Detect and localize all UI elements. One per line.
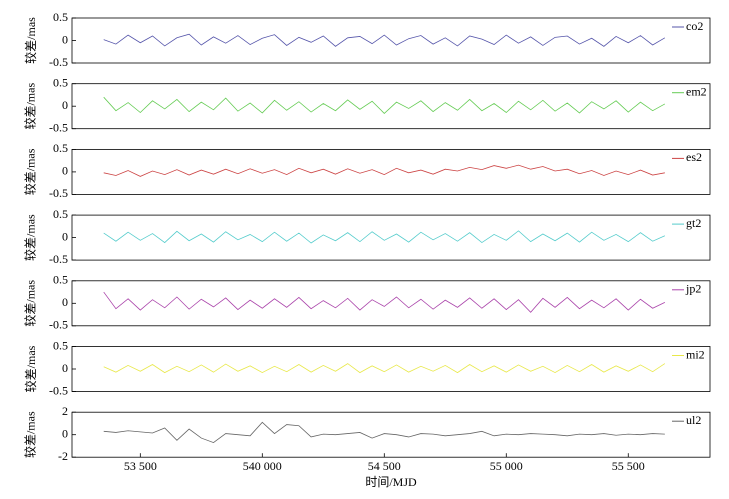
y-tick-label: -0.5 (49, 252, 68, 266)
x-tick-label: 55 000 (490, 459, 523, 473)
y-tick-label: 0.5 (53, 141, 68, 155)
y-axis-label: 较差/mas (23, 411, 38, 458)
y-tick-label: -2 (58, 449, 68, 463)
legend-label: em2 (686, 84, 707, 98)
plot-frame (71, 346, 711, 392)
y-tick-label: 0 (62, 426, 68, 440)
x-tick-label: 53 500 (124, 459, 157, 473)
series-line (103, 33, 666, 47)
y-tick-label: 0.5 (53, 75, 68, 89)
legend-label: ul2 (686, 413, 701, 427)
series-line (103, 363, 666, 374)
x-tick-label: 54 500 (368, 459, 401, 473)
y-tick-label: -0.5 (49, 383, 68, 397)
series-line (103, 421, 665, 444)
y-tick-label: -0.5 (49, 120, 68, 134)
legend-label: gt2 (686, 216, 701, 230)
y-tick-label: 0 (62, 98, 68, 112)
y-tick-label: 0 (62, 361, 68, 375)
plot-frame (71, 280, 711, 327)
legend-label: co2 (686, 19, 703, 33)
series-line (103, 291, 666, 313)
y-axis-label: 较差/mas (23, 345, 38, 392)
y-tick-label: 0.5 (53, 207, 68, 221)
x-tick-label: 540 000 (243, 459, 282, 473)
y-tick-label: 2 (62, 404, 68, 418)
legend-label: es2 (686, 150, 702, 164)
x-tick-label: 55 500 (612, 459, 645, 473)
y-tick-label: 0 (62, 229, 68, 243)
x-axis-label: 时间/MJD (365, 475, 417, 489)
y-tick-label: 0.5 (53, 273, 68, 287)
y-tick-label: 0 (62, 295, 68, 309)
y-tick-label: 0.5 (53, 10, 68, 24)
series-line (103, 164, 665, 177)
y-tick-label: -0.5 (49, 318, 68, 332)
plot-frame (71, 214, 711, 261)
y-tick-label: -0.5 (49, 186, 68, 200)
y-axis-label: 较差/mas (23, 214, 38, 261)
y-tick-label: 0.5 (53, 338, 68, 352)
y-axis-label: 较差/mas (23, 148, 38, 195)
series-line (103, 230, 666, 244)
y-tick-label: -0.5 (49, 55, 68, 69)
y-axis-label: 较差/mas (23, 83, 38, 130)
series-line (103, 96, 666, 114)
y-tick-label: 0 (62, 32, 68, 46)
legend-label: mi2 (686, 347, 705, 361)
legend-label: jp2 (685, 282, 701, 296)
y-tick-label: 0 (62, 164, 68, 178)
y-axis-label: 较差/mas (23, 280, 38, 327)
y-axis-label: 较差/mas (23, 17, 38, 64)
